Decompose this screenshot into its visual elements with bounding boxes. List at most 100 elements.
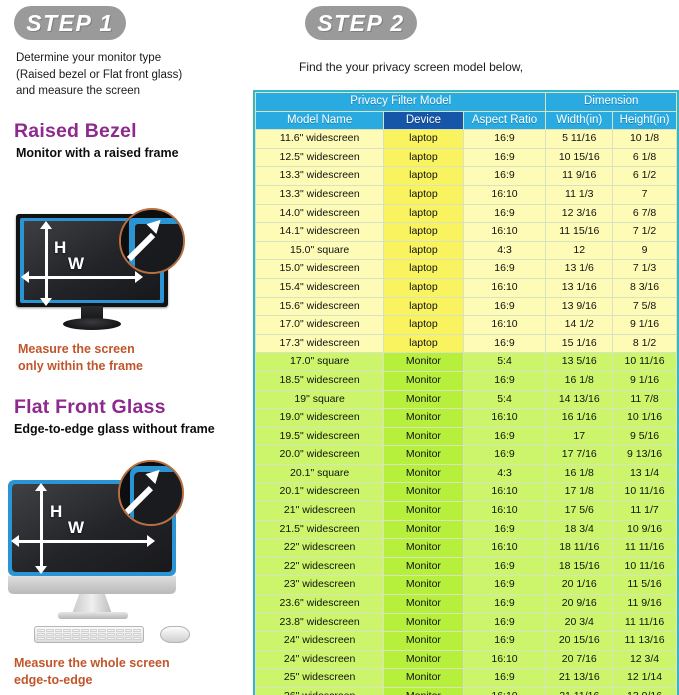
table-row[interactable]: 11.6" widescreen laptop 16:9 5 11/16 10 1/8: [254, 129, 677, 149]
cell-aspect-ratio: 16:9: [462, 203, 547, 224]
table-row[interactable]: 13.3" widescreen laptop 16:10 11 1/3 7: [254, 184, 677, 205]
cell-width: 13 1/16: [545, 277, 614, 298]
column-header-device[interactable]: Device: [383, 110, 464, 131]
cell-device: Monitor: [383, 445, 464, 465]
cell-device: Monitor: [383, 389, 464, 410]
cell-height: 10 11/16: [612, 556, 677, 577]
magnifier-background: [120, 462, 182, 524]
table-row[interactable]: 12.5" widescreen laptop 16:9 10 15/16 6 1/8: [254, 147, 677, 168]
cell-aspect-ratio: 16:10: [462, 538, 547, 558]
table-row[interactable]: 22" widescreen Monitor 16:10 18 11/16 11 11/…: [254, 538, 677, 558]
cell-aspect-ratio: 16:9: [462, 129, 547, 149]
cell-aspect-ratio: 16:9: [462, 147, 547, 168]
table-row[interactable]: 19" square Monitor 5:4 14 13/16 11 7/8: [254, 389, 677, 410]
cell-width: 16 1/16: [545, 408, 614, 428]
privacy-filter-model-table-wrapper: Privacy Filter Model Dimension Model Nam…: [253, 90, 679, 695]
cell-model-name: 19.0" widescreen: [254, 408, 385, 428]
cell-device: Monitor: [383, 463, 464, 484]
table-row[interactable]: 15.6" widescreen laptop 16:9 13 9/16 7 5/8: [254, 296, 677, 317]
table-row[interactable]: 20.1" widescreen Monitor 16:10 17 1/8 10 11/…: [254, 482, 677, 503]
imac-chin: [8, 576, 176, 594]
raised-bezel-subtitle: Monitor with a raised frame: [16, 146, 179, 160]
group-header-privacy-filter-model: Privacy Filter Model: [254, 92, 547, 112]
cell-model-name: 20.1" square: [254, 463, 385, 484]
table-row[interactable]: 21" widescreen Monitor 16:10 17 5/6 11 1/7: [254, 501, 677, 521]
cell-width: 20 1/16: [545, 575, 614, 596]
cell-device: Monitor: [383, 556, 464, 577]
monitor-stand-base: [63, 318, 121, 330]
table-row[interactable]: 14.0" widescreen laptop 16:9 12 3/16 6 7/8: [254, 203, 677, 224]
cell-aspect-ratio: 16:10: [462, 408, 547, 428]
column-header-model-name[interactable]: Model Name: [254, 110, 385, 131]
column-header-aspect-ratio[interactable]: Aspect Ratio: [462, 110, 547, 131]
cell-height: 13 9/16: [612, 687, 677, 695]
table-row[interactable]: 24" widescreen Monitor 16:10 20 7/16 12 3/4: [254, 649, 677, 670]
cell-height: 13 1/4: [612, 463, 677, 484]
privacy-filter-model-table: Privacy Filter Model Dimension Model Nam…: [254, 92, 677, 695]
magnifier-background: [121, 210, 183, 272]
flat-front-glass-subtitle: Edge-to-edge glass without frame: [14, 422, 215, 436]
cell-model-name: 14.0" widescreen: [254, 203, 385, 224]
cell-width: 17 1/8: [545, 482, 614, 503]
cell-height: 10 11/16: [612, 482, 677, 503]
cell-width: 14 13/16: [545, 389, 614, 410]
table-row[interactable]: 17.3" widescreen laptop 16:9 15 1/16 8 1/2: [254, 333, 677, 354]
cell-model-name: 13.3" widescreen: [254, 166, 385, 186]
table-row[interactable]: 23.8" widescreen Monitor 16:9 20 3/4 11 11/1…: [254, 612, 677, 633]
raised-bezel-magnifier-icon: [119, 208, 185, 274]
cell-height: 11 7/8: [612, 389, 677, 410]
table-row[interactable]: 20.1" square Monitor 4:3 16 1/8 13 1/4: [254, 463, 677, 484]
table-row[interactable]: 19.0" widescreen Monitor 16:10 16 1/16 10 1/…: [254, 408, 677, 428]
step2-instruction: Find the your privacy screen model below…: [299, 60, 524, 74]
cell-width: 21 11/16: [545, 687, 614, 695]
table-row[interactable]: 24" widescreen Monitor 16:9 20 15/16 11 13/1…: [254, 631, 677, 651]
cell-device: laptop: [383, 240, 464, 261]
table-row[interactable]: 14.1" widescreen laptop 16:10 11 15/16 7 1/2: [254, 222, 677, 242]
cell-width: 13 9/16: [545, 296, 614, 317]
table-row[interactable]: 17.0" square Monitor 5:4 13 5/16 10 11/16: [254, 352, 677, 372]
cell-aspect-ratio: 16:10: [462, 184, 547, 205]
table-row[interactable]: 21.5" widescreen Monitor 16:9 18 3/4 10 9/16: [254, 519, 677, 540]
cell-height: 11 11/16: [612, 612, 677, 633]
cell-device: laptop: [383, 222, 464, 242]
table-column-header-row: Model Name Device Aspect Ratio Width(in)…: [254, 110, 677, 131]
cell-width: 20 7/16: [545, 649, 614, 670]
cell-model-name: 21.5" widescreen: [254, 519, 385, 540]
step2-badge: STEP 2: [305, 6, 417, 40]
cell-height: 7 1/3: [612, 259, 677, 279]
table-row[interactable]: 15.0" square laptop 4:3 12 9: [254, 240, 677, 261]
cell-height: 10 9/16: [612, 519, 677, 540]
cell-model-name: 24" widescreen: [254, 631, 385, 651]
table-row[interactable]: 23" widescreen Monitor 16:9 20 1/16 11 5/16: [254, 575, 677, 596]
step1-instructions: Determine your monitor type (Raised beze…: [16, 50, 241, 100]
cell-width: 20 9/16: [545, 594, 614, 614]
cell-aspect-ratio: 16:9: [462, 612, 547, 633]
flat-front-glass-measure-note: Measure the whole screen edge-to-edge: [14, 655, 170, 689]
cell-aspect-ratio: 16:9: [462, 333, 547, 354]
cell-height: 11 9/16: [612, 594, 677, 614]
column-header-height[interactable]: Height(in): [612, 110, 677, 131]
table-row[interactable]: 13.3" widescreen laptop 16:9 11 9/16 6 1/2: [254, 166, 677, 186]
cell-model-name: 22" widescreen: [254, 538, 385, 558]
cell-height: 9 13/16: [612, 445, 677, 465]
cell-height: 6 1/2: [612, 166, 677, 186]
cell-model-name: 19.5" widescreen: [254, 426, 385, 447]
table-row[interactable]: 20.0" widescreen Monitor 16:9 17 7/16 9 13/1…: [254, 445, 677, 465]
cell-height: 9 5/16: [612, 426, 677, 447]
table-row[interactable]: 22" widescreen Monitor 16:9 18 15/16 10 11/1…: [254, 556, 677, 577]
cell-model-name: 11.6" widescreen: [254, 129, 385, 149]
table-row[interactable]: 15.4" widescreen laptop 16:10 13 1/16 8 3/16: [254, 277, 677, 298]
cell-device: laptop: [383, 166, 464, 186]
table-row[interactable]: 17.0" widescreen laptop 16:10 14 1/2 9 1/16: [254, 315, 677, 335]
cell-device: Monitor: [383, 649, 464, 670]
column-header-width[interactable]: Width(in): [545, 110, 614, 131]
table-row[interactable]: 23.6" widescreen Monitor 16:9 20 9/16 11 9/1…: [254, 594, 677, 614]
table-row[interactable]: 15.0" widescreen laptop 16:9 13 1/6 7 1/3: [254, 259, 677, 279]
cell-width: 21 13/16: [545, 668, 614, 688]
table-row[interactable]: 19.5" widescreen Monitor 16:9 17 9 5/16: [254, 426, 677, 447]
table-row[interactable]: 25" widescreen Monitor 16:9 21 13/16 12 1/14: [254, 668, 677, 688]
cell-model-name: 24" widescreen: [254, 649, 385, 670]
cell-aspect-ratio: 16:9: [462, 166, 547, 186]
table-row[interactable]: 18.5" widescreen Monitor 16:9 16 1/8 9 1/16: [254, 370, 677, 391]
